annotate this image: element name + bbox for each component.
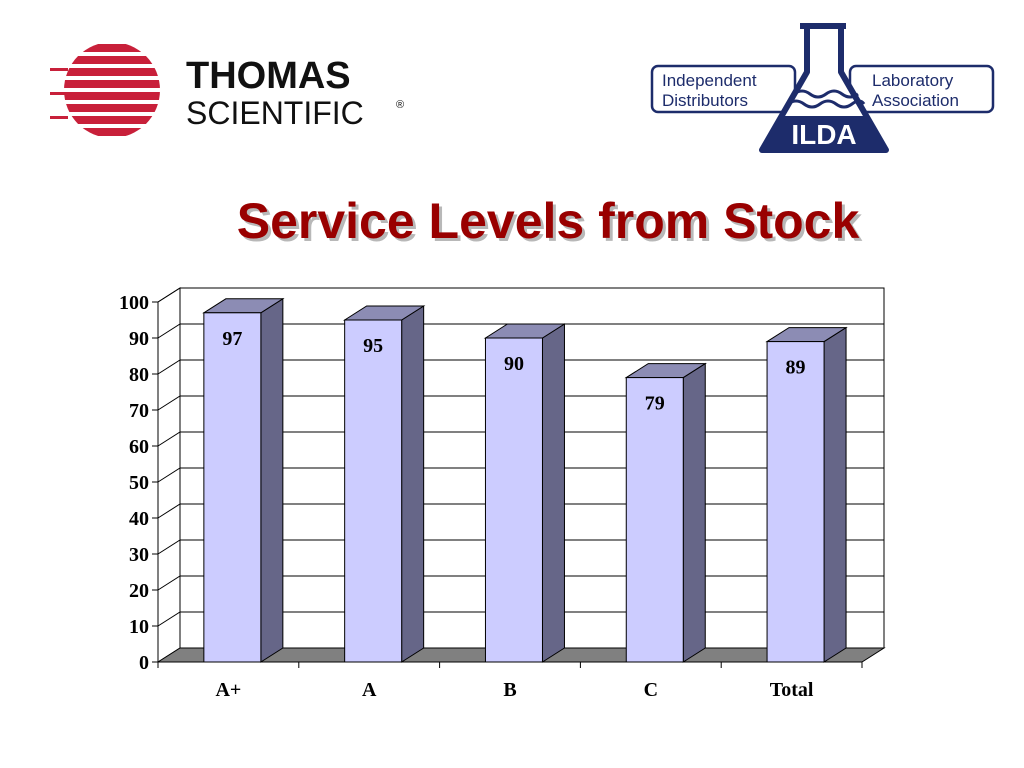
thomas-scientific-logo: THOMAS SCIENTIFIC ® bbox=[50, 44, 404, 136]
chart-labels: 0 10 20 30 40 50 60 70 80 90 100 97 A+ 95 A 90 B 79 C 89 Tot… bbox=[119, 292, 814, 701]
chart-title: Service Levels from Stock bbox=[236, 193, 860, 249]
x-category-label: B bbox=[503, 679, 516, 701]
bar-side bbox=[260, 297, 284, 663]
bar-side bbox=[823, 326, 847, 663]
gridline bbox=[157, 287, 884, 303]
bar-front bbox=[766, 341, 825, 663]
bar-total bbox=[765, 326, 848, 663]
y-tick-label: 70 bbox=[129, 400, 149, 422]
y-tick-label: 80 bbox=[129, 364, 149, 386]
bar-a bbox=[342, 305, 426, 663]
data-label: 97 bbox=[222, 328, 242, 350]
chart-bars bbox=[202, 297, 848, 663]
thomas-line1: THOMAS bbox=[186, 55, 351, 97]
bar-front bbox=[484, 337, 543, 663]
y-tick-label: 0 bbox=[139, 652, 149, 674]
bar-a-plus bbox=[202, 297, 285, 663]
bar-front bbox=[344, 319, 403, 663]
y-tick-label: 30 bbox=[129, 544, 149, 566]
y-tick-label: 90 bbox=[129, 328, 149, 350]
y-tick-label: 20 bbox=[129, 580, 149, 602]
registered-mark: ® bbox=[396, 99, 404, 111]
ilda-logo: ILDA Independent Distributors Laboratory… bbox=[650, 23, 995, 153]
bar-side bbox=[401, 305, 425, 663]
y-tick-label: 100 bbox=[119, 292, 149, 314]
bar-chart: 0 10 20 30 40 50 60 70 80 90 100 97 A+ 95 A 90 B 79 C 89 Tot… bbox=[119, 287, 886, 701]
data-label: 79 bbox=[645, 393, 665, 415]
x-category-label: A bbox=[362, 679, 377, 701]
gridline bbox=[157, 359, 884, 375]
ilda-left-line1: Independent bbox=[662, 71, 757, 90]
bar-side bbox=[682, 362, 706, 663]
bar-front bbox=[203, 312, 262, 663]
bar-c bbox=[624, 362, 707, 663]
bar-front bbox=[625, 377, 684, 663]
gridline bbox=[157, 323, 884, 339]
x-category-label: A+ bbox=[215, 679, 241, 701]
flask-icon bbox=[759, 23, 889, 153]
bar-side bbox=[541, 323, 565, 663]
bar-b bbox=[483, 323, 567, 663]
ilda-right-line1: Laboratory bbox=[872, 71, 954, 90]
ilda-left-line2: Distributors bbox=[662, 91, 748, 110]
thomas-line2: SCIENTIFIC bbox=[186, 95, 364, 131]
x-category-label: C bbox=[644, 679, 658, 701]
ilda-right-line2: Association bbox=[872, 91, 959, 110]
ilda-acronym: ILDA bbox=[791, 119, 856, 150]
thomas-stripes-logo-icon bbox=[50, 44, 160, 136]
data-label: 89 bbox=[786, 357, 806, 379]
data-label: 95 bbox=[363, 335, 383, 357]
y-tick-label: 40 bbox=[129, 508, 149, 530]
x-category-label: Total bbox=[770, 679, 814, 701]
y-tick-label: 60 bbox=[129, 436, 149, 458]
y-tick-label: 10 bbox=[129, 616, 149, 638]
data-label: 90 bbox=[504, 353, 524, 375]
y-tick-label: 50 bbox=[129, 472, 149, 494]
